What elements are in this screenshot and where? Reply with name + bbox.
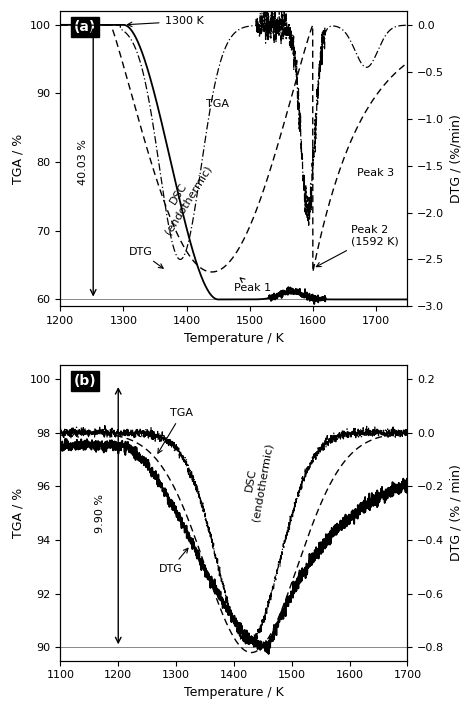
Y-axis label: DTG / (% / min): DTG / (% / min) [450, 464, 463, 562]
Y-axis label: TGA / %: TGA / % [11, 133, 24, 184]
Text: Peak 1: Peak 1 [234, 278, 271, 293]
Text: DSC
(endothermic): DSC (endothermic) [239, 439, 274, 522]
Text: 40.03 %: 40.03 % [78, 139, 88, 185]
Text: TGA: TGA [206, 99, 228, 109]
Text: Peak 3: Peak 3 [357, 168, 394, 178]
Text: Peak 2
(1592 K): Peak 2 (1592 K) [316, 225, 399, 267]
X-axis label: Temperature / K: Temperature / K [184, 686, 284, 699]
Text: 9.90 %: 9.90 % [95, 493, 105, 532]
Text: DTG: DTG [159, 548, 188, 574]
Text: DSC
(endothermic): DSC (endothermic) [153, 157, 214, 236]
Text: (b): (b) [73, 374, 96, 388]
Text: 1300 K: 1300 K [128, 16, 203, 26]
Y-axis label: TGA / %: TGA / % [11, 488, 24, 538]
Text: DTG: DTG [128, 247, 163, 268]
Y-axis label: DTG / (%/min): DTG / (%/min) [450, 114, 463, 203]
Text: TGA: TGA [158, 408, 193, 453]
X-axis label: Temperature / K: Temperature / K [184, 332, 284, 344]
Text: (a): (a) [73, 20, 96, 34]
